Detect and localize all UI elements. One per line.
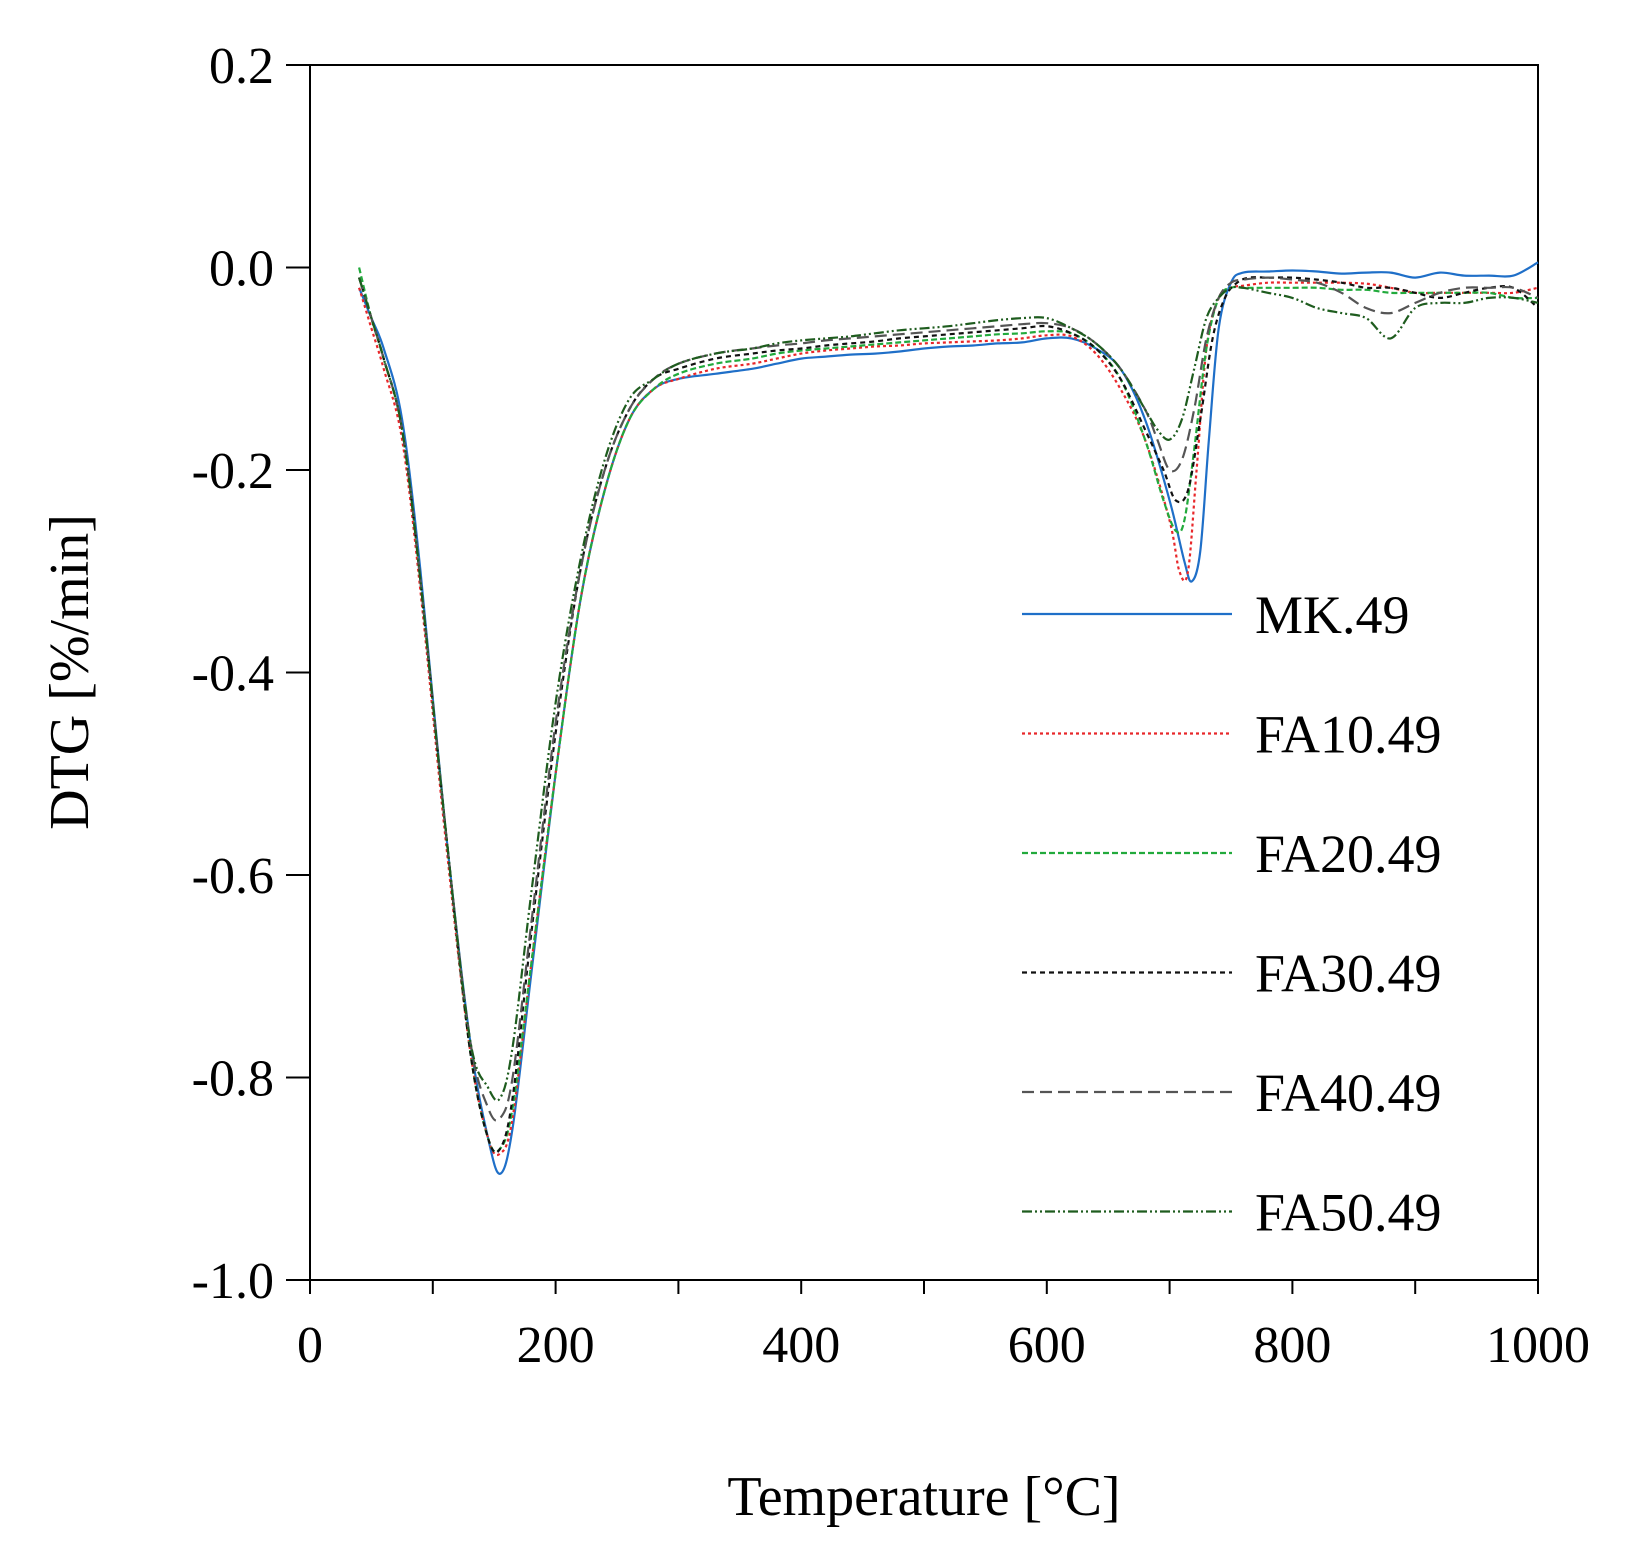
x-tick-label: 400 [762, 1317, 840, 1374]
legend: MK.49 FA10.49 FA20.49 FA30.49 FA40.49 FA50.49 [1022, 585, 1442, 1243]
y-tick-label: -1.0 [192, 1253, 274, 1310]
x-tick-label: 800 [1253, 1317, 1331, 1374]
y-axis-ticks: -1.0 -0.8 -0.6 -0.4 -0.2 0.0 0.2 [192, 38, 310, 1310]
legend-label-mk-49: MK.49 [1255, 585, 1410, 645]
legend-label-fa10-49: FA10.49 [1255, 705, 1442, 765]
x-tick-label: 1000 [1486, 1317, 1590, 1374]
y-tick-label: -0.8 [192, 1051, 274, 1108]
series-line-fa20-49 [358, 267, 1539, 1153]
series-line-fa30-49 [358, 276, 1539, 1154]
x-tick-label: 0 [297, 1317, 323, 1374]
x-axis-ticks: 0 200 400 600 800 1000 [297, 1280, 1590, 1374]
legend-label-fa40-49: FA40.49 [1255, 1063, 1442, 1123]
series-line-fa40-49 [358, 276, 1539, 1122]
y-tick-label: 0.0 [209, 241, 274, 298]
series-line-mk-49 [358, 261, 1539, 1175]
x-axis-title: Temperature [°C] [727, 1466, 1120, 1528]
legend-label-fa20-49: FA20.49 [1255, 824, 1442, 884]
series-layer [358, 261, 1539, 1175]
y-tick-label: -0.4 [192, 646, 274, 703]
x-tick-label: 200 [517, 1317, 595, 1374]
y-tick-label: 0.2 [209, 38, 274, 95]
y-tick-label: -0.2 [192, 443, 274, 500]
series-line-fa50-49 [358, 277, 1539, 1102]
legend-label-fa50-49: FA50.49 [1255, 1183, 1442, 1243]
y-tick-label: -0.6 [192, 848, 274, 905]
y-axis-title: DTG [%/min] [39, 514, 101, 830]
x-tick-label: 600 [1008, 1317, 1086, 1374]
legend-label-fa30-49: FA30.49 [1255, 944, 1442, 1004]
